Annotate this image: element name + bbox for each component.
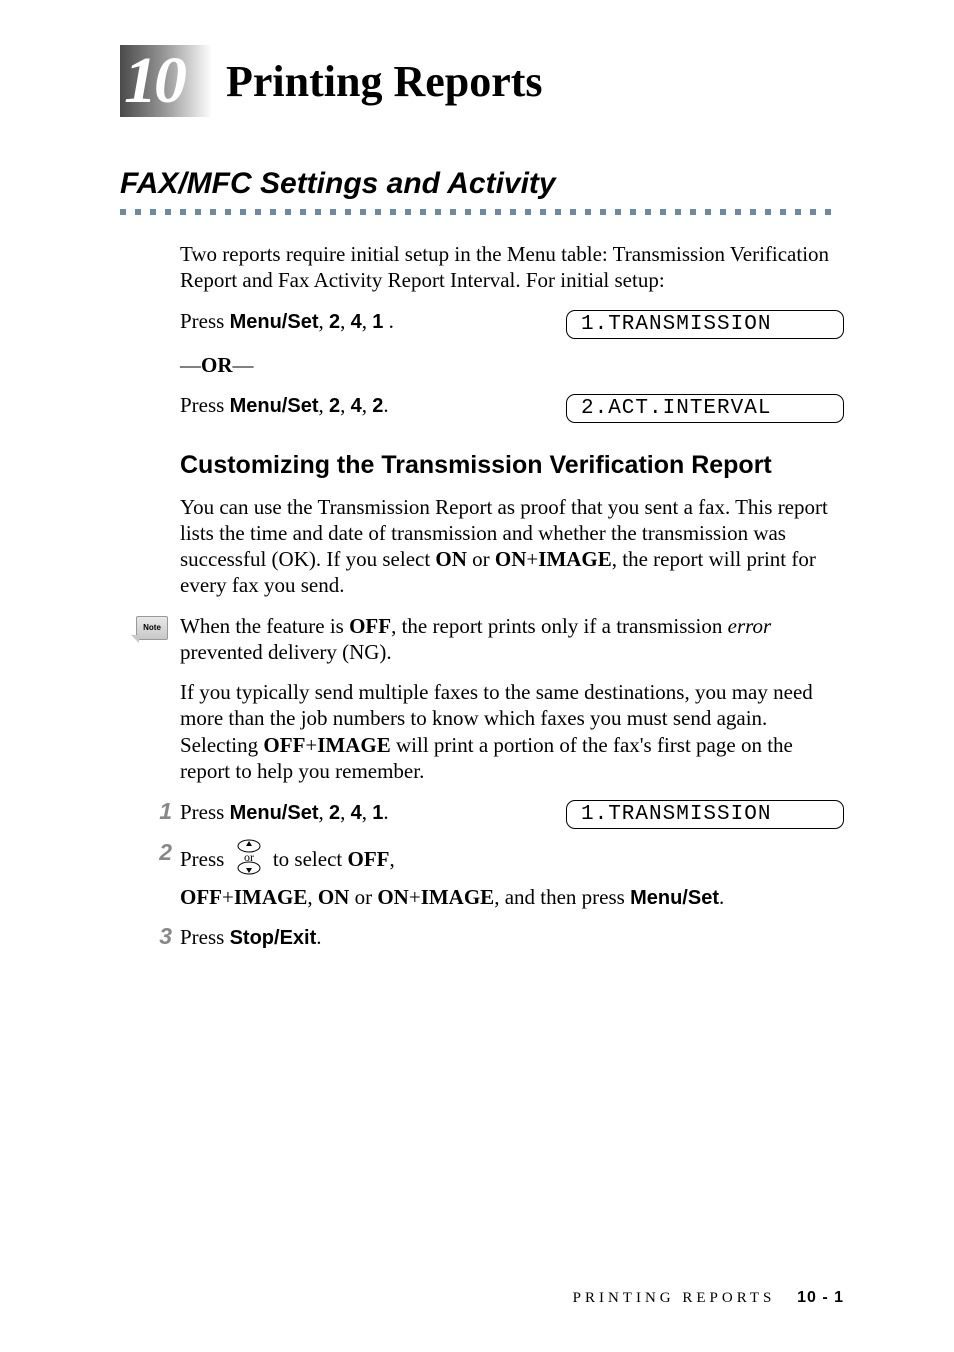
key-2: 2 [329,395,340,417]
image-option: IMAGE [538,547,612,571]
text: or [467,547,495,571]
step-1: 1 Press Menu/Set, 2, 4, 1. 1.TRANSMISSIO… [152,798,844,829]
text: Press [180,925,230,949]
lcd-display-1: 1.TRANSMISSION [566,310,844,339]
off-option: OFF [347,847,389,871]
image-option: IMAGE [234,885,308,909]
error-italic: error [728,614,772,638]
note-text: When the feature is OFF, the report prin… [180,613,844,666]
comma: , [362,309,373,333]
plus: + [222,885,234,909]
image-option: IMAGE [317,733,391,757]
subsection-heading: Customizing the Transmission Verificatio… [180,451,844,480]
note-block: Note When the feature is OFF, the report… [136,613,844,666]
text: prevented delivery (NG). [180,640,392,664]
off-option: OFF [180,885,222,909]
intro-paragraph: Two reports require initial setup in the… [180,241,844,294]
period: . [383,393,388,417]
key-4: 4 [351,395,362,417]
period: . [383,800,388,824]
step-content: Press Menu/Set, 2, 4, 1. 1.TRANSMISSION [180,798,844,829]
chapter-number: 10 [124,43,184,119]
period: . [316,925,321,949]
section-heading: FAX/MFC Settings and Activity [120,167,844,201]
step-number: 3 [152,923,180,950]
text: , the report prints only if a transmissi… [391,614,728,638]
on-option: ON [435,547,467,571]
step-text: Press Stop/Exit. [180,923,844,952]
chapter-header: 10 Printing Reports [120,45,844,117]
step-content: Press or to select OFF, OFF+IMAGE, ON or… [180,839,844,913]
image-option: IMAGE [421,885,495,909]
plus: + [305,733,317,757]
comma: , [340,800,351,824]
text: When the feature is [180,614,349,638]
footer-label: PRINTING REPORTS [573,1290,776,1306]
subsection-para-1: You can use the Transmission Report as p… [180,494,844,599]
svg-text:or: or [244,850,254,864]
lcd-display-2: 2.ACT.INTERVAL [566,394,844,423]
step-text: Press Menu/Set, 2, 4, 1. [180,798,566,827]
menuset-key: Menu/Set [230,802,319,824]
step-3: 3 Press Stop/Exit. [152,923,844,952]
key-1: 1 [372,311,383,333]
comma: , [362,800,373,824]
off-option: OFF [263,733,305,757]
plus: + [409,885,421,909]
page-footer: PRINTING REPORTS 10 - 1 [573,1289,844,1307]
comma: , [319,309,330,333]
instruction-row-2: Press Menu/Set, 2, 4, 2. 2.ACT.INTERVAL [180,392,844,423]
key-2b: 2 [372,395,383,417]
comma: , [389,847,394,871]
or-text: OR [201,353,233,377]
comma: , [340,309,351,333]
key-4: 4 [351,802,362,824]
text: to select [268,847,348,871]
instruction-text-2: Press Menu/Set, 2, 4, 2. [180,392,566,419]
stopexit-key: Stop/Exit [230,927,317,949]
chapter-number-badge: 10 [120,45,212,117]
step-number: 2 [152,839,180,866]
press-label: Press [180,309,230,333]
period: . [383,309,394,333]
step-text: Press or to select OFF, OFF+IMAGE, ON or… [180,839,844,913]
subsection-para-2: If you typically send multiple faxes to … [180,679,844,784]
footer-page-number: 10 - 1 [797,1289,844,1306]
key-2: 2 [329,311,340,333]
or-separator: —OR— [180,353,844,378]
comma: , [319,393,330,417]
menuset-key: Menu/Set [630,887,719,909]
key-1: 1 [372,802,383,824]
text: , and then press [494,885,630,909]
text: or [349,885,377,909]
key-4: 4 [351,311,362,333]
up-down-arrow-icon: or [234,839,264,883]
menuset-key: Menu/Set [230,395,319,417]
step-content: Press Stop/Exit. [180,923,844,952]
on-option: ON [495,547,527,571]
comma: , [307,885,318,909]
on-option: ON [318,885,350,909]
section-rule [120,209,844,215]
step-number: 1 [152,798,180,825]
plus: + [526,547,538,571]
note-icon: Note [136,616,168,640]
press-label: Press [180,393,230,417]
instruction-text-1: Press Menu/Set, 2, 4, 1 . [180,308,566,335]
key-2: 2 [329,802,340,824]
step-2: 2 Press or to select OFF, OFF+IMAGE, ON … [152,839,844,913]
off-option: OFF [349,614,391,638]
text: Press [180,800,230,824]
comma: , [319,800,330,824]
comma: , [340,393,351,417]
text: Press [180,847,230,871]
on-option: ON [377,885,409,909]
instruction-row-1: Press Menu/Set, 2, 4, 1 . 1.TRANSMISSION [180,308,844,339]
menuset-key: Menu/Set [230,311,319,333]
period: . [719,885,724,909]
chapter-title: Printing Reports [226,56,543,107]
lcd-display-step1: 1.TRANSMISSION [566,800,844,829]
comma: , [362,393,373,417]
